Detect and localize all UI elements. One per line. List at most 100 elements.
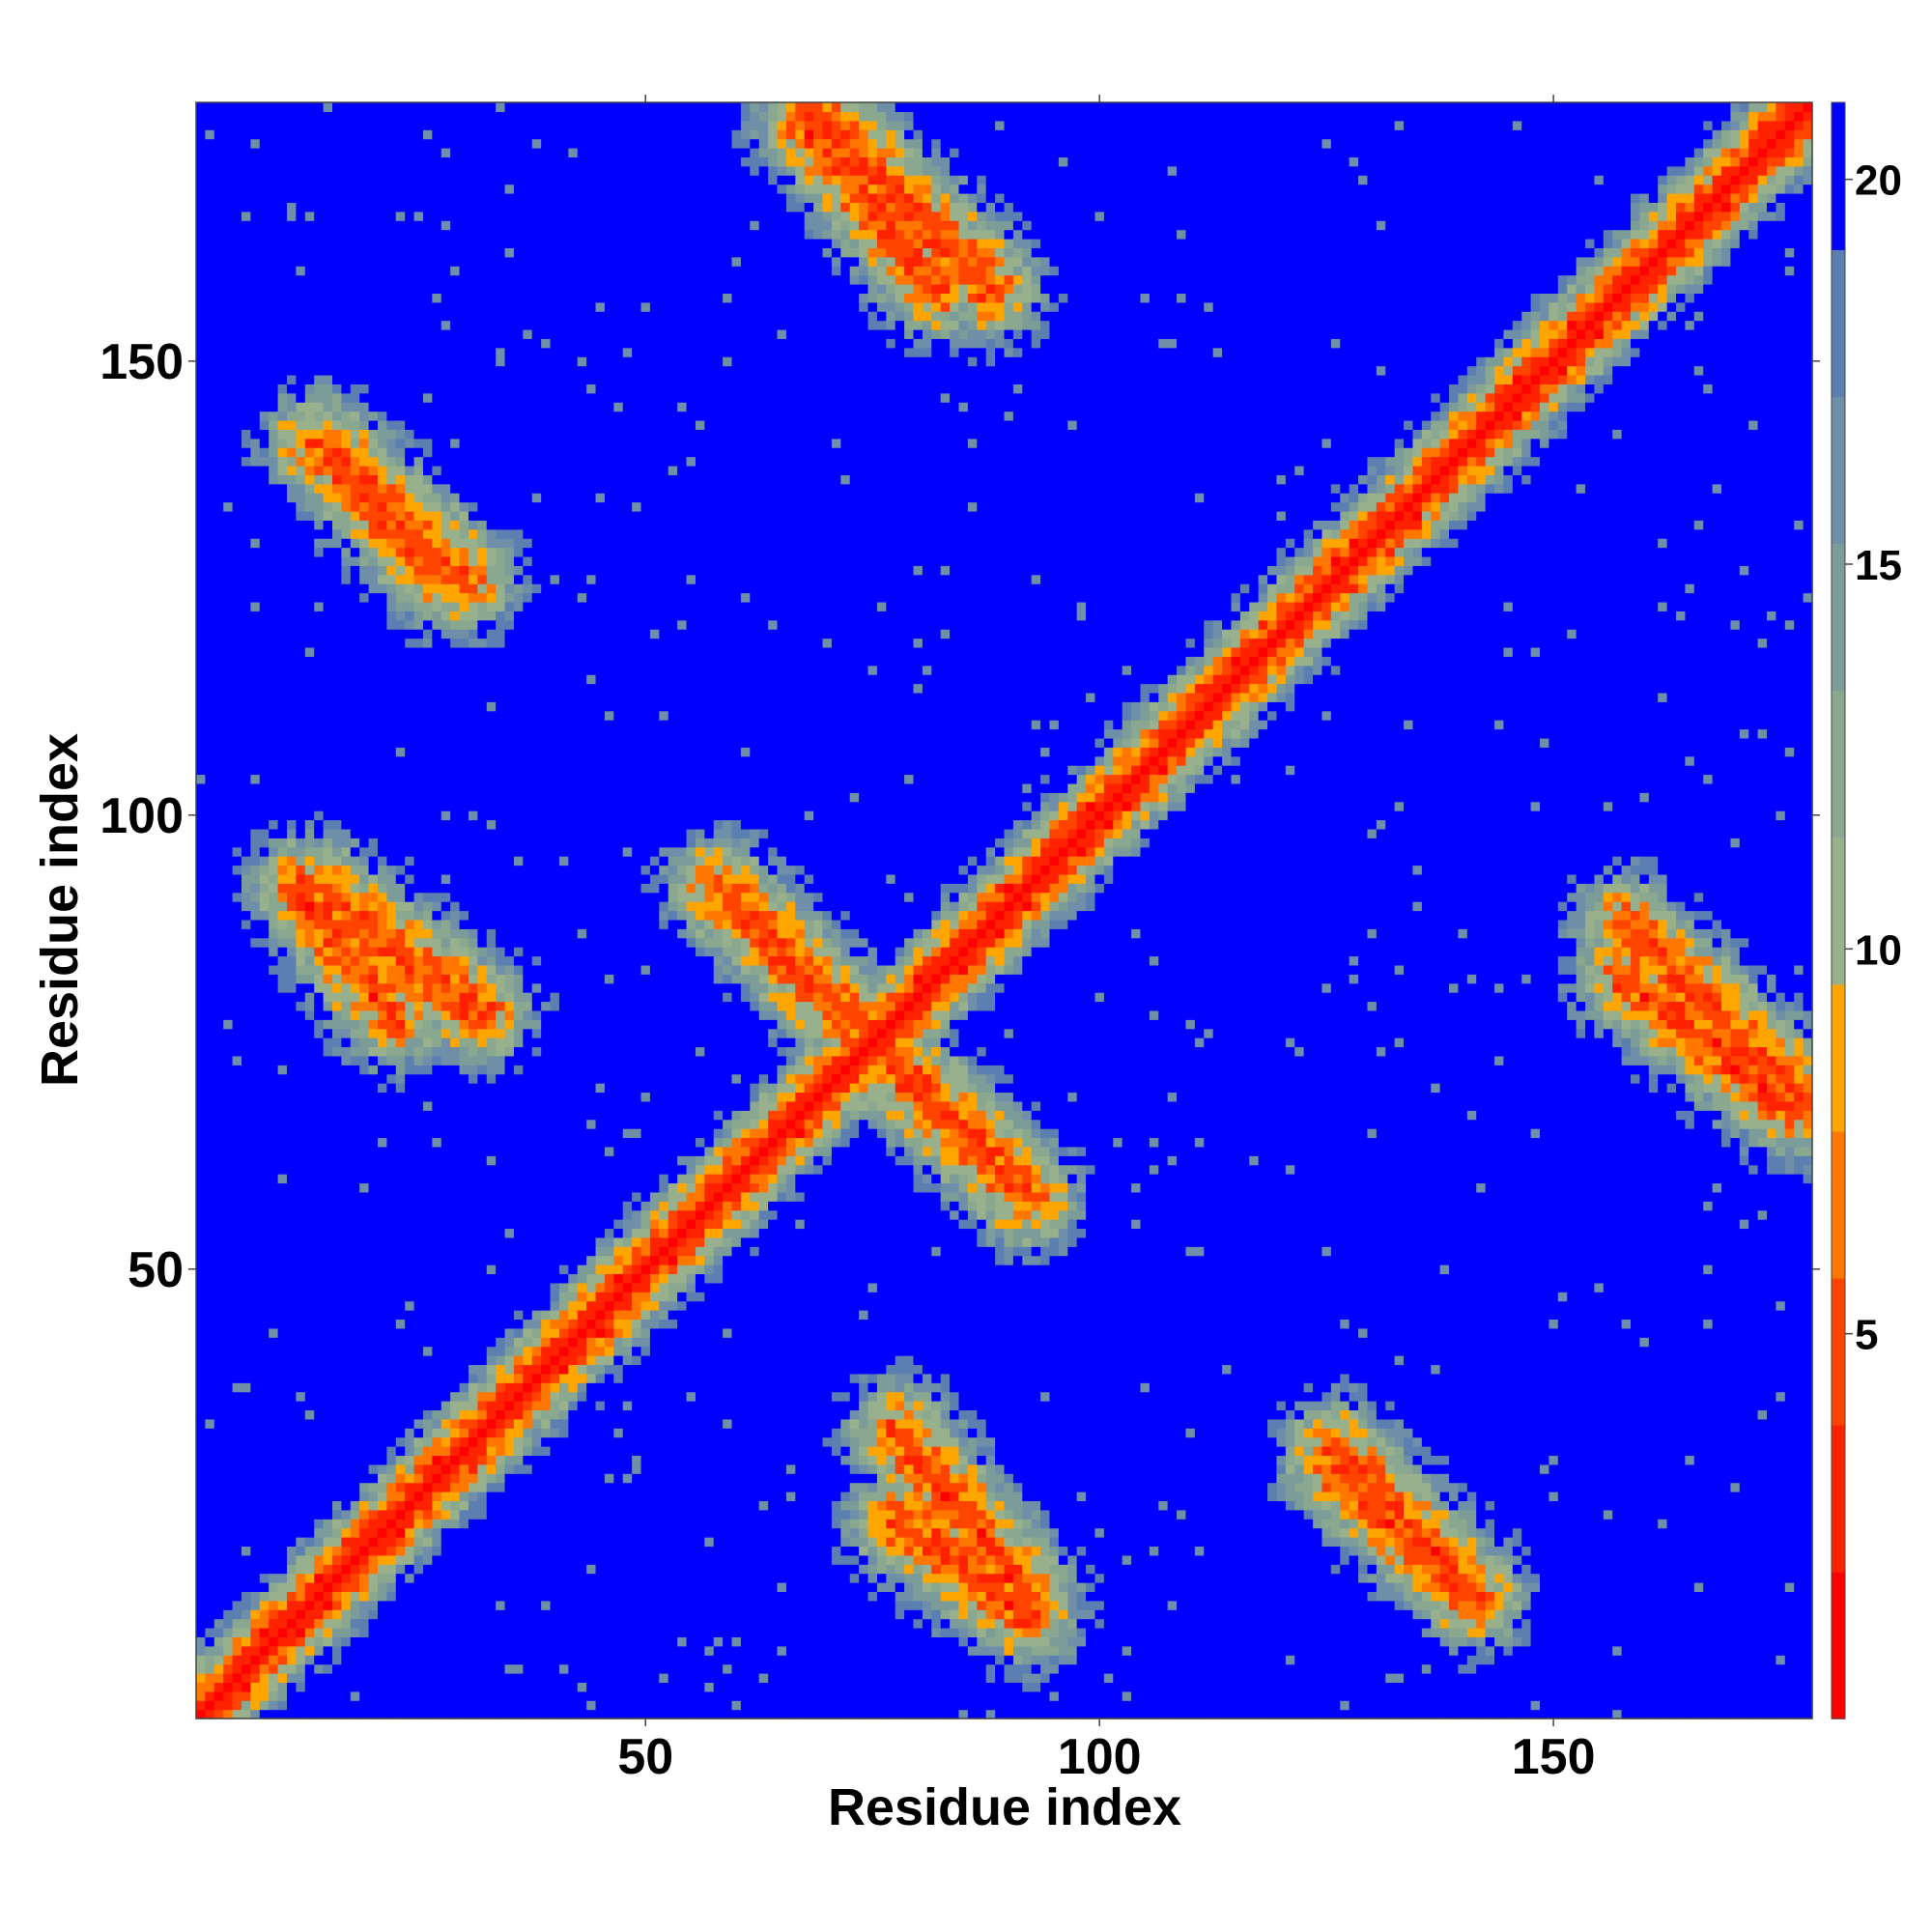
heatmap-cell bbox=[351, 1228, 360, 1237]
heatmap-cell bbox=[205, 102, 214, 112]
heatmap-cell bbox=[359, 1210, 369, 1220]
heatmap-cell bbox=[205, 1619, 214, 1629]
heatmap-cell bbox=[260, 366, 270, 376]
heatmap-cell bbox=[242, 583, 251, 593]
heatmap-cell bbox=[242, 366, 251, 376]
heatmap-cell bbox=[332, 611, 342, 620]
heatmap-cell bbox=[305, 674, 315, 684]
heatmap-cell bbox=[386, 947, 396, 956]
heatmap-cell bbox=[369, 511, 379, 521]
heatmap-cell bbox=[314, 384, 324, 393]
heatmap-cell bbox=[278, 412, 288, 421]
heatmap-cell bbox=[341, 1110, 351, 1120]
heatmap-cell bbox=[369, 538, 379, 548]
heatmap-cell bbox=[260, 775, 270, 784]
heatmap-cell bbox=[223, 1473, 233, 1483]
heatmap-cell bbox=[223, 1409, 233, 1419]
heatmap-cell bbox=[378, 1655, 387, 1664]
heatmap-cell bbox=[432, 129, 441, 139]
heatmap-cell bbox=[432, 1155, 441, 1165]
heatmap-cell bbox=[242, 565, 251, 575]
heatmap-cell bbox=[332, 338, 342, 348]
heatmap-cell bbox=[250, 520, 260, 529]
heatmap-cell bbox=[441, 1101, 451, 1111]
heatmap-cell bbox=[214, 1619, 224, 1629]
heatmap-cell bbox=[305, 647, 315, 657]
heatmap-cell bbox=[378, 1337, 387, 1347]
heatmap-cell bbox=[314, 129, 324, 139]
heatmap-cell bbox=[324, 1092, 333, 1101]
heatmap-cell bbox=[414, 775, 424, 784]
heatmap-cell bbox=[250, 329, 260, 339]
heatmap-cell bbox=[341, 1128, 351, 1138]
heatmap-cell bbox=[369, 765, 379, 775]
heatmap-cell bbox=[223, 166, 233, 176]
heatmap-cell bbox=[223, 202, 233, 212]
heatmap-cell bbox=[314, 429, 324, 439]
heatmap-cell bbox=[341, 1337, 351, 1347]
heatmap-cell bbox=[405, 1246, 414, 1256]
heatmap-cell bbox=[341, 783, 351, 793]
heatmap-cell bbox=[223, 783, 233, 793]
heatmap-cell bbox=[242, 1019, 251, 1029]
heatmap-cell bbox=[278, 829, 288, 838]
heatmap-cell bbox=[414, 1301, 424, 1311]
heatmap-cell bbox=[287, 366, 297, 376]
heatmap-cell bbox=[196, 838, 206, 847]
heatmap-cell bbox=[242, 1673, 251, 1683]
heatmap-cell bbox=[432, 202, 441, 212]
heatmap-cell bbox=[269, 866, 278, 875]
heatmap-cell bbox=[423, 129, 433, 139]
heatmap-cell bbox=[223, 402, 233, 412]
heatmap-cell bbox=[359, 647, 369, 657]
heatmap-cell bbox=[233, 1655, 242, 1664]
heatmap-cell bbox=[432, 1219, 441, 1229]
heatmap-cell bbox=[296, 947, 305, 956]
heatmap-cell bbox=[341, 1347, 351, 1356]
heatmap-cell bbox=[223, 1691, 233, 1701]
heatmap-cell bbox=[260, 1601, 270, 1610]
heatmap-cell bbox=[314, 1710, 324, 1719]
heatmap-cell bbox=[223, 729, 233, 739]
heatmap-cell bbox=[414, 375, 424, 384]
heatmap-cell bbox=[386, 511, 396, 521]
heatmap-cell bbox=[386, 257, 396, 267]
heatmap-cell bbox=[324, 275, 333, 285]
heatmap-cell bbox=[223, 275, 233, 285]
heatmap-cell bbox=[250, 193, 260, 203]
heatmap-cell bbox=[414, 1192, 424, 1202]
heatmap-cell bbox=[214, 1237, 224, 1247]
heatmap-cell bbox=[305, 1646, 315, 1656]
heatmap-cell bbox=[196, 1174, 206, 1183]
heatmap-cell bbox=[242, 1101, 251, 1111]
heatmap-cell bbox=[369, 684, 379, 694]
heatmap-cell bbox=[378, 1219, 387, 1229]
heatmap-cell bbox=[233, 420, 242, 430]
heatmap-cell bbox=[296, 1455, 305, 1464]
heatmap-cell bbox=[341, 1101, 351, 1111]
heatmap-cell bbox=[305, 1128, 315, 1138]
heatmap-cell bbox=[341, 1473, 351, 1483]
heatmap-cell bbox=[378, 1455, 387, 1464]
heatmap-cell bbox=[314, 375, 324, 384]
heatmap-cell bbox=[396, 1192, 406, 1202]
heatmap-cell bbox=[351, 156, 360, 166]
heatmap-cell bbox=[414, 484, 424, 494]
heatmap-cell bbox=[341, 1283, 351, 1293]
heatmap-cell bbox=[378, 829, 387, 838]
heatmap-cell bbox=[314, 783, 324, 793]
heatmap-cell bbox=[369, 202, 379, 212]
heatmap-cell bbox=[441, 1446, 451, 1456]
heatmap-cell bbox=[414, 1673, 424, 1683]
heatmap-cell bbox=[386, 1219, 396, 1229]
heatmap-cell bbox=[351, 1401, 360, 1410]
heatmap-cell bbox=[359, 1409, 369, 1419]
heatmap-cell bbox=[314, 1337, 324, 1347]
heatmap-cell bbox=[223, 1192, 233, 1202]
heatmap-cell bbox=[296, 384, 305, 393]
heatmap-cell bbox=[441, 983, 451, 993]
heatmap-cell bbox=[341, 1546, 351, 1555]
heatmap-cell bbox=[414, 220, 424, 230]
heatmap-cell bbox=[296, 1155, 305, 1165]
heatmap-cell bbox=[351, 866, 360, 875]
